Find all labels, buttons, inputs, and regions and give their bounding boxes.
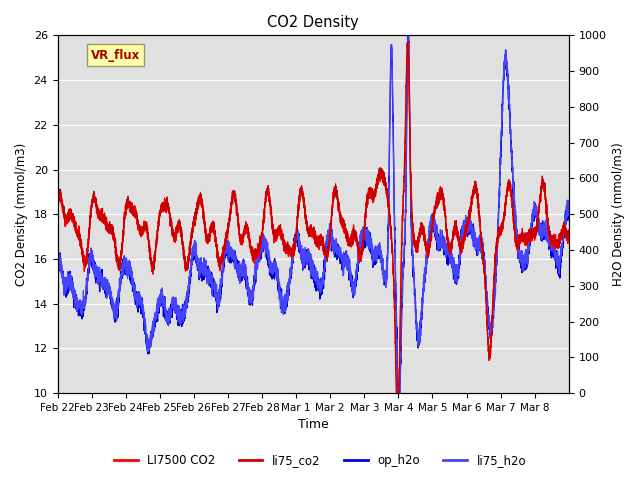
Title: CO2 Density: CO2 Density — [268, 15, 359, 30]
Legend: LI7500 CO2, li75_co2, op_h2o, li75_h2o: LI7500 CO2, li75_co2, op_h2o, li75_h2o — [109, 449, 531, 472]
X-axis label: Time: Time — [298, 419, 328, 432]
Y-axis label: CO2 Density (mmol/m3): CO2 Density (mmol/m3) — [15, 143, 28, 286]
Y-axis label: H2O Density (mmol/m3): H2O Density (mmol/m3) — [612, 143, 625, 286]
Text: VR_flux: VR_flux — [91, 48, 140, 61]
